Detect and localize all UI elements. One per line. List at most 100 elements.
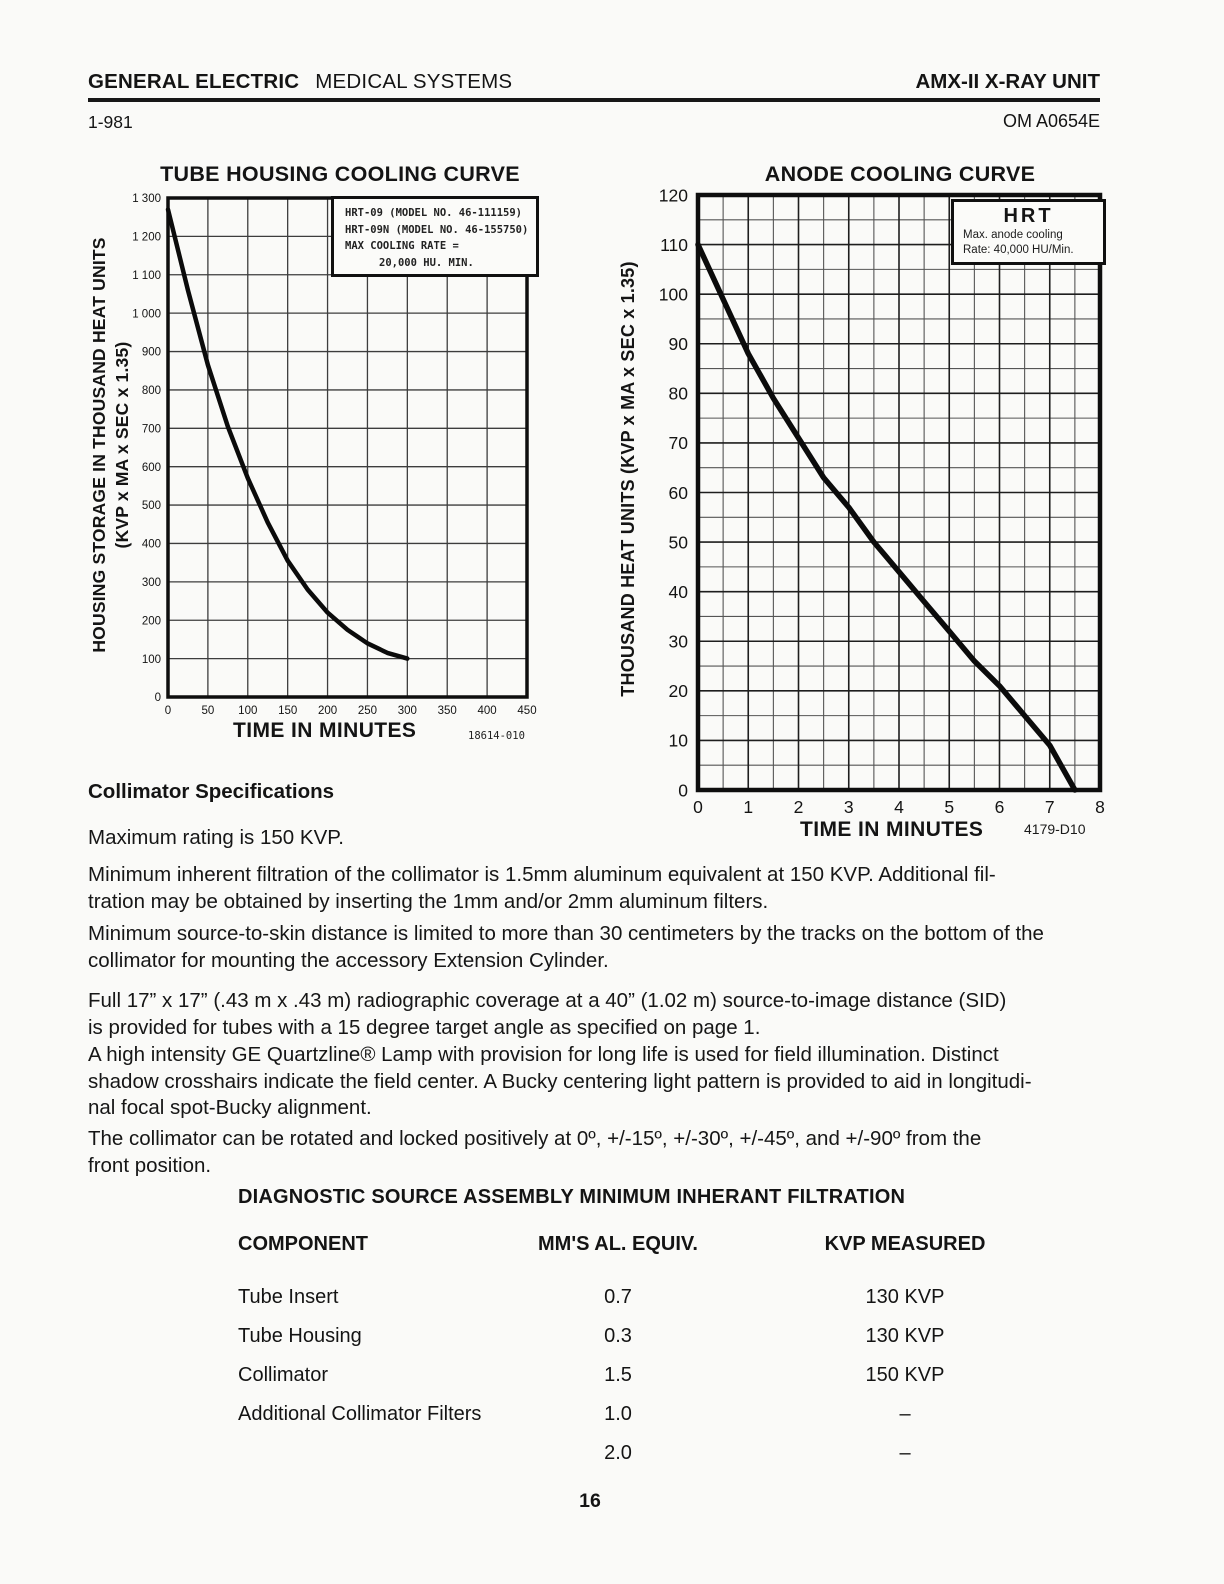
table-cell: Collimator <box>238 1364 329 1386</box>
y-tick-label: 70 <box>669 433 689 453</box>
paragraph: Minimum source-to-skin distance is limit… <box>88 922 1044 972</box>
product-name: AMX-II X-RAY UNIT <box>915 70 1100 93</box>
x-tick-label: 7 <box>1045 797 1055 817</box>
table-cell: – <box>899 1403 911 1425</box>
y-tick-label: 1 100 <box>132 270 161 282</box>
y-tick-label: 700 <box>142 423 161 435</box>
y-tick-label: 40 <box>669 582 689 602</box>
y-tick-label: 1 200 <box>132 232 161 244</box>
y-tick-label: 90 <box>669 334 689 354</box>
table-cell: 0.3 <box>604 1325 632 1347</box>
y-tick-label: 0 <box>678 780 688 800</box>
tube-housing-cooling-chart: 0 50 100 150 200 250 300 350 400 450 0 100 200 300 400… <box>132 193 536 717</box>
table-cell: 1.0 <box>604 1403 632 1425</box>
cooling-curve <box>165 207 410 661</box>
anode-y-axis-label: THOUSAND HEAT UNITS (KVP x MA x SEC x 1.… <box>618 261 638 697</box>
legend-line: 20,000 HU. MIN. <box>379 256 474 269</box>
paragraph: Full 17” x 17” (.43 m x .43 m) radiograp… <box>88 989 1007 1039</box>
x-tick-label: 0 <box>693 797 703 817</box>
legend-line: Max. anode cooling <box>963 229 1063 241</box>
x-tick-label: 2 <box>794 797 804 817</box>
table-cell: Tube Insert <box>238 1286 339 1308</box>
x-tick-label: 50 <box>201 705 214 717</box>
legend-line: MAX COOLING RATE = <box>345 240 459 252</box>
table-cell: Additional Collimator Filters <box>238 1403 482 1425</box>
y-tick-label: 800 <box>142 385 161 397</box>
header-brand: GENERAL ELECTRIC MEDICAL SYSTEMS <box>88 70 512 94</box>
anode-figure-id: 4179-D10 <box>1024 821 1086 837</box>
cooling-curve <box>695 241 1078 793</box>
y-tick-label: 120 <box>659 185 688 205</box>
paragraph: Maximum rating is 150 KVP. <box>88 826 344 849</box>
x-tick-label: 350 <box>438 705 457 717</box>
y-tick-label: 30 <box>669 632 689 652</box>
y-tick-label: 900 <box>142 347 161 359</box>
y-tick-label: 0 <box>155 692 161 704</box>
date-code: 1-981 <box>88 112 133 132</box>
table-cell: 2.0 <box>604 1442 632 1464</box>
x-tick-label: 4 <box>894 797 904 817</box>
brand-division: MEDICAL SYSTEMS <box>315 70 513 93</box>
table-cell: 150 KVP <box>865 1364 945 1386</box>
chart-title-anode: ANODE COOLING CURVE <box>764 162 1036 186</box>
column-header-mm-al-equiv: MM'S AL. EQUIV. <box>538 1233 698 1255</box>
x-tick-label: 8 <box>1095 797 1105 817</box>
legend-line: Rate: 40,000 HU/Min. <box>963 244 1074 256</box>
y-tick-label: 600 <box>142 462 161 474</box>
brand-name: GENERAL ELECTRIC <box>88 70 300 93</box>
y-tick-label: 100 <box>142 654 161 666</box>
table-cell: Tube Housing <box>238 1325 362 1347</box>
x-tick-label: 100 <box>238 705 257 717</box>
chart-title-tube-housing: TUBE HOUSING COOLING CURVE <box>160 162 520 186</box>
y-tick-label: 80 <box>669 384 689 404</box>
table-title: DIAGNOSTIC SOURCE ASSEMBLY MINIMUM INHER… <box>238 1186 906 1208</box>
y-tick-label: 60 <box>669 483 689 503</box>
x-tick-label: 200 <box>318 705 337 717</box>
column-header-component: COMPONENT <box>238 1233 368 1255</box>
y-tick-label: 300 <box>142 577 161 589</box>
legend-line: HRT-09N (MODEL NO. 46-155750) <box>345 223 529 236</box>
paragraph: A high intensity GE Quartzline® Lamp wit… <box>88 1043 1032 1119</box>
table-cell: 130 KVP <box>865 1286 945 1308</box>
x-tick-label: 300 <box>398 705 417 717</box>
plot-border <box>695 192 1103 793</box>
x-tick-label: 0 <box>165 705 171 717</box>
document-number: OM A0654E <box>1002 111 1100 131</box>
tube-housing-figure-id: 18614-010 <box>468 730 525 742</box>
table-cell: – <box>899 1442 911 1464</box>
y-tick-label: 50 <box>669 532 689 552</box>
header-rule <box>88 98 1100 102</box>
y-tick-label: 10 <box>669 731 689 751</box>
x-tick-label: 400 <box>478 705 497 717</box>
x-tick-label: 150 <box>278 705 297 717</box>
tube-housing-x-axis-label: TIME IN MINUTES <box>233 719 417 742</box>
x-tick-label: 6 <box>995 797 1005 817</box>
y-tick-label: 1 300 <box>132 193 161 205</box>
anode-chart-legend: HRT Max. anode cooling Rate: 40,000 HU/M… <box>951 199 1106 265</box>
x-tick-label: 1 <box>743 797 753 817</box>
y-tick-label: 110 <box>660 235 688 255</box>
y-tick-label: 1 000 <box>132 308 161 320</box>
paragraph: Minimum inherent filtration of the colli… <box>88 863 996 913</box>
x-tick-label: 250 <box>358 705 377 717</box>
table-cell: 130 KVP <box>865 1325 945 1347</box>
table-cell: 0.7 <box>604 1286 632 1308</box>
page-number: 16 <box>579 1490 601 1512</box>
y-tick-label: 20 <box>669 681 689 701</box>
legend-tube-type: HRT <box>1003 205 1054 227</box>
tube-housing-y-axis-label: HOUSING STORAGE IN THOUSAND HEAT UNITS (… <box>89 237 132 653</box>
table-cell <box>238 1442 568 1468</box>
y-tick-label: 500 <box>142 500 161 512</box>
anode-x-axis-label: TIME IN MINUTES <box>800 818 984 841</box>
x-tick-label: 450 <box>517 705 536 717</box>
tube-housing-chart-legend: HRT-09 (MODEL NO. 46-111159) HRT-09N (MO… <box>331 196 539 277</box>
paragraph: The collimator can be rotated and locked… <box>88 1127 982 1177</box>
y-tick-label: 100 <box>659 284 688 304</box>
x-tick-label: 5 <box>944 797 954 817</box>
x-tick-label: 3 <box>844 797 854 817</box>
y-tick-label: 200 <box>142 615 161 627</box>
legend-line: HRT-09 (MODEL NO. 46-111159) <box>345 207 523 219</box>
column-header-kvp-measured: KVP MEASURED <box>824 1233 986 1255</box>
